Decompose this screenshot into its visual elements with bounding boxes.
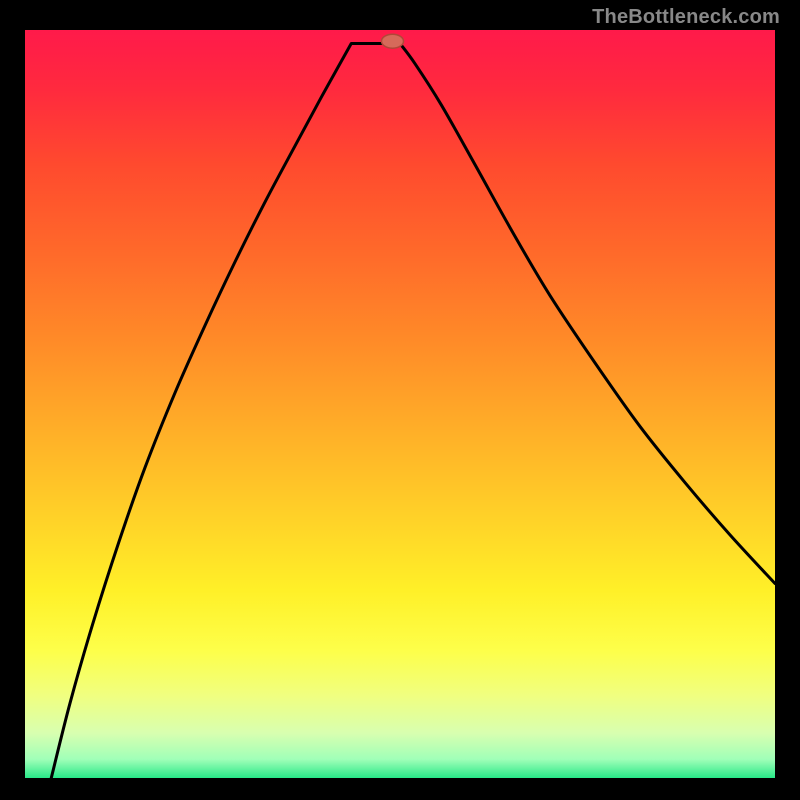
chart-svg [0,0,800,800]
watermark-text: TheBottleneck.com [592,6,780,29]
plot-background [25,30,775,778]
optimum-marker [382,34,404,48]
chart-container: TheBottleneck.com [0,0,800,800]
